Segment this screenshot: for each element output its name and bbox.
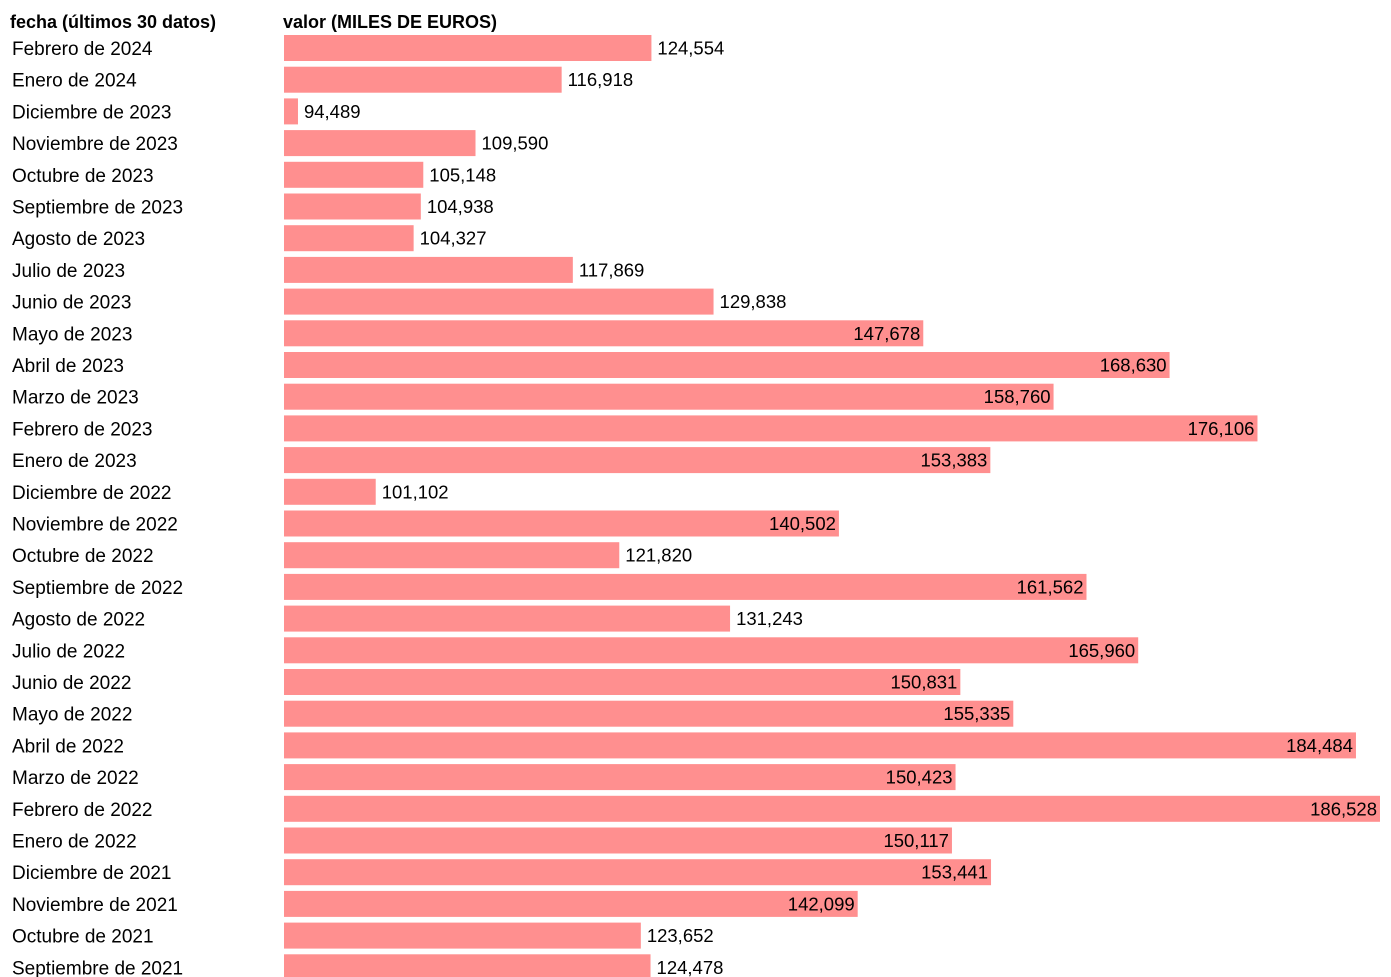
bar: [284, 669, 961, 695]
category-label: Junio de 2023: [12, 293, 131, 314]
category-label: Febrero de 2023: [12, 419, 153, 440]
category-label: Febrero de 2024: [12, 39, 153, 60]
bar: [284, 573, 1087, 600]
category-label: Septiembre de 2021: [12, 958, 183, 977]
bar: [284, 130, 476, 157]
value-label: 155,335: [943, 703, 1010, 724]
bar: [284, 98, 298, 125]
category-label: Noviembre de 2022: [12, 515, 178, 536]
value-label: 105,148: [429, 164, 496, 185]
bar: [284, 288, 714, 315]
value-label: 150,831: [890, 672, 957, 693]
category-label: Enero de 2022: [12, 832, 137, 853]
bar: [284, 890, 858, 917]
bar: [284, 383, 1054, 410]
value-label: 176,106: [1188, 418, 1255, 439]
category-label: Abril de 2023: [12, 356, 124, 377]
value-label: 116,918: [568, 69, 634, 90]
value-label: 121,820: [625, 545, 692, 566]
value-label: 147,678: [853, 323, 920, 344]
category-label: Enero de 2023: [12, 451, 137, 472]
category-label: Abril de 2022: [12, 736, 124, 757]
bar: [284, 256, 573, 283]
category-label: Marzo de 2022: [12, 768, 139, 789]
bar: [284, 827, 952, 854]
bar: [284, 193, 421, 220]
bar: [284, 637, 1139, 664]
category-label: Diciembre de 2021: [12, 863, 171, 884]
category-label: Agosto de 2023: [12, 229, 145, 250]
bar: [284, 605, 731, 632]
value-label: 161,562: [1017, 576, 1084, 597]
category-label: Noviembre de 2023: [12, 134, 178, 155]
category-label: Junio de 2022: [12, 673, 131, 694]
value-label: 153,383: [920, 450, 987, 471]
bar: [284, 542, 620, 569]
category-label: Enero de 2024: [12, 71, 137, 92]
bar: [284, 66, 562, 93]
value-label: 150,423: [886, 767, 953, 788]
value-label: 153,441: [921, 862, 988, 883]
value-label: 129,838: [720, 291, 787, 312]
bar: [284, 954, 651, 977]
value-label: 94,489: [304, 101, 361, 122]
value-label: 124,478: [657, 957, 724, 977]
category-label: Febrero de 2022: [12, 800, 153, 821]
category-label: Julio de 2022: [12, 641, 125, 662]
value-label: 186,528: [1310, 798, 1377, 819]
category-header: fecha (últimos 30 datos): [10, 12, 216, 32]
bar-rows: Febrero de 2024 124,554 Enero de 2024 116,9…: [12, 35, 1380, 977]
category-label: Octubre de 2022: [12, 546, 154, 567]
value-label: 140,502: [769, 513, 836, 534]
bar: [284, 225, 414, 252]
category-label: Octubre de 2023: [12, 166, 154, 187]
category-label: Julio de 2023: [12, 261, 125, 282]
bar: [284, 795, 1380, 822]
bar: [284, 700, 1014, 727]
value-label: 184,484: [1286, 735, 1353, 756]
value-header: valor (MILES DE EUROS): [283, 12, 497, 32]
bar: [284, 415, 1258, 442]
bar: [284, 352, 1170, 378]
bar: [284, 922, 641, 949]
value-label: 123,652: [647, 925, 714, 946]
value-label: 158,760: [984, 386, 1051, 407]
bar: [284, 510, 839, 537]
bar: [284, 35, 652, 61]
bar: [284, 859, 992, 886]
category-label: Octubre de 2021: [12, 927, 154, 948]
category-label: Agosto de 2022: [12, 610, 145, 631]
bar: [284, 478, 376, 505]
value-label: 150,117: [883, 830, 949, 851]
category-label: Mayo de 2023: [12, 324, 132, 345]
value-label: 142,099: [788, 893, 855, 914]
value-label: 104,327: [420, 228, 487, 249]
bar: [284, 320, 924, 347]
value-label: 109,590: [482, 133, 549, 154]
category-label: Diciembre de 2023: [12, 102, 171, 123]
value-label: 131,243: [736, 608, 803, 629]
value-label: 104,938: [427, 196, 494, 217]
bar: [284, 732, 1356, 759]
category-label: Septiembre de 2022: [12, 578, 183, 599]
category-label: Septiembre de 2023: [12, 198, 183, 219]
value-label: 165,960: [1068, 640, 1135, 661]
category-label: Marzo de 2023: [12, 388, 139, 409]
value-label: 168,630: [1100, 355, 1167, 376]
bar: [284, 161, 424, 188]
category-label: Mayo de 2022: [12, 705, 132, 726]
value-label: 101,102: [382, 481, 449, 502]
bar: [284, 764, 956, 791]
value-label: 117,869: [579, 259, 645, 280]
category-label: Noviembre de 2021: [12, 895, 178, 916]
bar: [284, 447, 991, 474]
value-label: 124,554: [657, 38, 724, 59]
category-label: Diciembre de 2022: [12, 483, 171, 504]
